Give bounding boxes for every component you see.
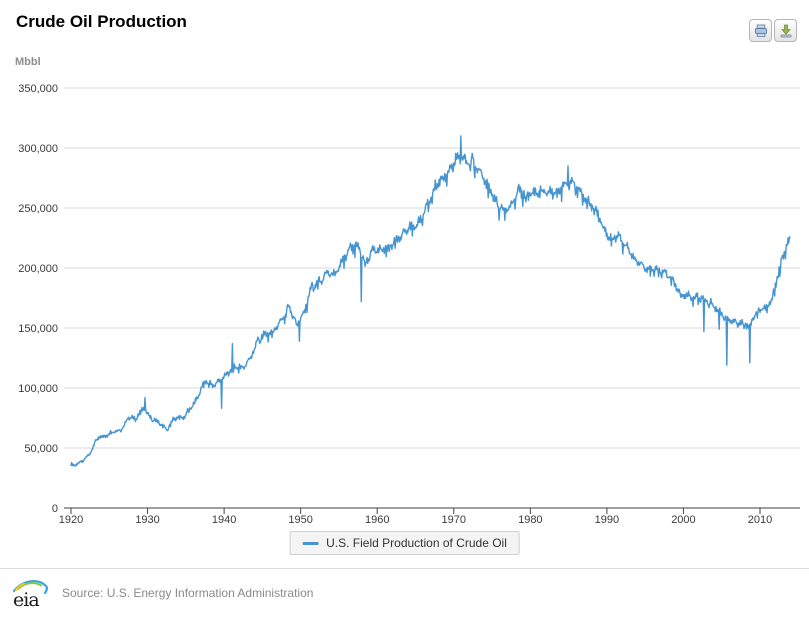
legend-series-marker-icon	[302, 541, 319, 545]
legend-label: U.S. Field Production of Crude Oil	[326, 536, 507, 550]
x-tick-label: 2000	[671, 514, 695, 526]
x-tick-label: 1920	[59, 514, 83, 526]
page-title: Crude Oil Production	[16, 12, 187, 31]
y-tick-label: 50,000	[24, 443, 58, 455]
print-button[interactable]	[749, 19, 772, 42]
eia-logo: eia	[10, 576, 52, 610]
x-tick-label: 1940	[212, 514, 236, 526]
y-tick-label: 150,000	[18, 323, 58, 335]
x-tick-label: 1970	[442, 514, 466, 526]
y-tick-label: 300,000	[18, 143, 58, 155]
x-tick-label: 1960	[365, 514, 389, 526]
series-line-crude-oil[interactable]	[70, 135, 791, 467]
y-tick-label: 350,000	[18, 83, 58, 95]
y-tick-label: 0	[52, 503, 58, 515]
chart-toolbar	[749, 19, 797, 42]
x-tick-label: 2010	[748, 514, 772, 526]
chart-canvas[interactable]: 0 50,000 100,000 150,000 200,000 250,000 300,0…	[0, 0, 809, 530]
y-tick-label: 200,000	[18, 263, 58, 275]
x-tick-label: 1950	[288, 514, 312, 526]
x-tick-label: 1980	[518, 514, 542, 526]
x-tick-label: 1930	[135, 514, 159, 526]
y-axis-unit-label: Mbbl	[15, 56, 41, 68]
eia-logo-text: eia	[13, 589, 39, 610]
legend-item-crude-oil[interactable]: U.S. Field Production of Crude Oil	[302, 536, 507, 550]
legend: U.S. Field Production of Crude Oil	[289, 531, 520, 555]
download-icon	[779, 24, 793, 38]
y-tick-label: 100,000	[18, 383, 58, 395]
download-button[interactable]	[774, 19, 797, 42]
source-text: Source: U.S. Energy Information Administ…	[62, 586, 314, 600]
print-icon	[754, 24, 768, 38]
footer: eia Source: U.S. Energy Information Admi…	[0, 568, 809, 617]
x-tick-label: 1990	[595, 514, 619, 526]
y-tick-label: 250,000	[18, 203, 58, 215]
